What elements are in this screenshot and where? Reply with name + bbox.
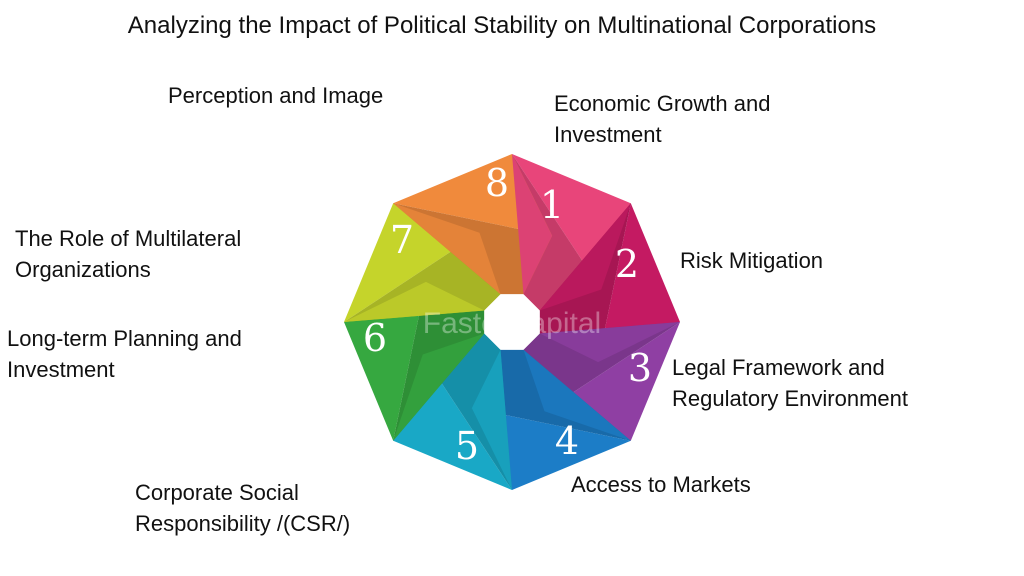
segment-5-fold xyxy=(471,349,512,490)
segment-1-fold xyxy=(512,154,553,295)
segment-4-outer xyxy=(471,408,631,490)
segment-number-8: 8 xyxy=(485,161,509,205)
label-multilateral-organizations: The Role of Multilateral Organizations xyxy=(15,226,242,282)
segment-8-fold xyxy=(393,203,501,295)
segment-number-3: 3 xyxy=(628,346,652,390)
label-long-term-planning: Long-term Planning and Investment xyxy=(7,326,242,382)
watermark-logo: FasterCapital xyxy=(423,307,601,340)
segment-number-2: 2 xyxy=(615,242,639,286)
center-hole xyxy=(484,294,540,350)
segment-number-7: 7 xyxy=(390,218,414,262)
label-access-to-markets: Access to Markets xyxy=(571,472,751,497)
segment-4-fold xyxy=(523,349,631,441)
segment-6-outer xyxy=(344,281,426,441)
segment-number-6: 6 xyxy=(363,316,387,360)
segment-2-fold xyxy=(539,203,631,311)
diagram-title: Analyzing the Impact of Political Stabil… xyxy=(127,12,877,39)
label-economic-growth: Economic Growth and Investment xyxy=(554,91,771,147)
segment-number-1: 1 xyxy=(540,183,564,227)
label-perception-image: Perception and Image xyxy=(168,83,384,108)
segment-7-fold xyxy=(344,281,485,322)
label-legal-framework: Legal Framework and Regulatory Environmen… xyxy=(672,355,909,411)
segment-8-outer xyxy=(393,154,553,236)
segment-3-fold xyxy=(539,322,680,363)
label-risk-mitigation: Risk Mitigation xyxy=(680,248,824,273)
segment-6-fold xyxy=(393,333,485,441)
label-csr: Corporate Social Responsibility /(CSR/) xyxy=(135,480,351,536)
segment-2-outer xyxy=(598,203,680,363)
segment-number-4: 4 xyxy=(555,419,579,463)
segment-number-5: 5 xyxy=(455,424,479,468)
